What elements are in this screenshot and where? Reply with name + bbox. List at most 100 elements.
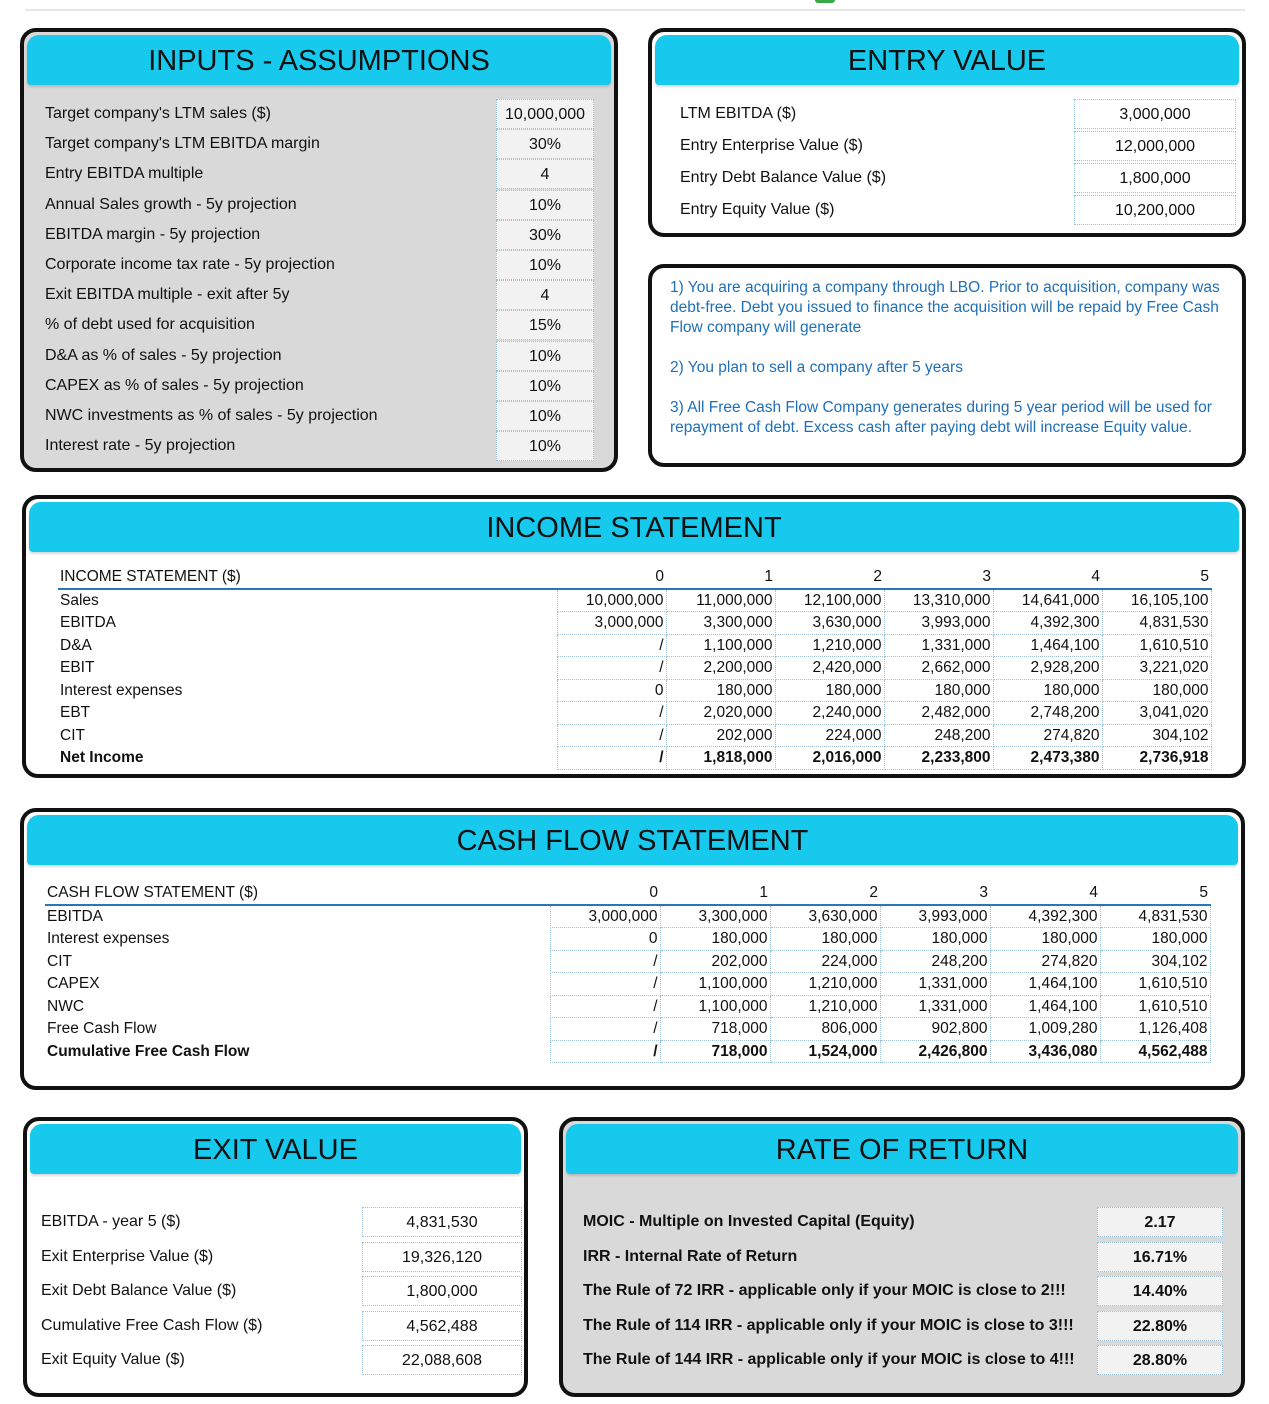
row-label: CAPEX [47,975,100,993]
cell-value: 1,464,100 [989,972,1101,996]
row-value[interactable]: 2.17 [1097,1207,1223,1237]
cell-value: 180,000 [1099,927,1211,951]
row-label: Free Cash Flow [47,1020,157,1038]
cashflow-title: CASH FLOW STATEMENT [27,815,1238,865]
cell-value: 202,000 [665,724,776,747]
rate-row: MOIC - Multiple on Invested Capital (Equ… [583,1207,1241,1237]
table-row: EBIT /2,200,000 2,420,000 2,662,000 2,928,20… [58,656,1212,680]
note-item: 1) You are acquiring a company through L… [670,279,1220,336]
exit-row: Exit Debt Balance Value ($) 1,800,000 [41,1276,524,1307]
cash-flow-panel: CASH FLOW STATEMENT CASH FLOW STATEMENT … [20,808,1245,1090]
table-row: CIT /202,000 224,000 248,200 274,820 304,102 [58,724,1212,747]
row-label: Exit Debt Balance Value ($) [41,1282,237,1300]
row-value[interactable]: 10% [496,401,594,431]
row-label: Interest rate - 5y projection [45,437,236,455]
inputs-row: CAPEX as % of sales - 5y projection 10% [45,370,614,401]
cell-value: 3,000,000 [556,611,667,635]
row-value[interactable]: 14.40% [1097,1276,1223,1307]
year-header: 5 [1100,882,1210,906]
table-row: NWC /1,100,000 1,210,000 1,331,000 1,464,100… [45,995,1211,1018]
rate-row: The Rule of 72 IRR - applicable only if … [583,1276,1241,1307]
cell-value: 1,331,000 [883,634,994,657]
row-value[interactable]: 10,000,000 [496,99,594,129]
cell-value: 2,240,000 [774,701,885,725]
row-value[interactable]: 12,000,000 [1074,131,1236,161]
cell-value: 806,000 [769,1017,881,1041]
table-row: Interest expenses 0 180,000 180,000 180,000 1… [58,679,1212,702]
cell-value: 2,736,918 [1101,746,1212,770]
row-value[interactable]: 30% [496,219,594,250]
year-header: 0 [550,882,660,906]
notes-panel: 1) You are acquiring a company through L… [648,264,1246,467]
cell-value: 4,392,300 [992,611,1103,635]
inputs-row: NWC investments as % of sales - 5y proje… [45,401,614,431]
cell-value: 2,928,200 [992,656,1103,680]
row-label: Entry Debt Balance Value ($) [680,169,887,186]
row-label: The Rule of 144 IRR - applicable only if… [583,1351,1075,1369]
row-label: LTM EBITDA ($) [680,105,797,122]
row-label: MOIC - Multiple on Invested Capital (Equ… [583,1213,915,1230]
cell-value: 180,000 [665,679,776,702]
table-row: Interest expenses 0 180,000 180,000 180,000 1… [45,927,1211,951]
cell-value: 1,100,000 [659,995,771,1018]
cell-value: 224,000 [774,724,885,747]
income-title: INCOME STATEMENT [29,502,1239,552]
row-label: CAPEX as % of sales - 5y projection [45,376,304,394]
note-item: 3) All Free Cash Flow Company generates … [670,399,1212,436]
row-value[interactable]: 15% [496,310,594,341]
cell-value: 180,000 [883,679,994,702]
cell-value: / [556,746,667,770]
row-label: Target company's LTM sales ($) [45,105,271,122]
row-value[interactable]: 1,800,000 [362,1276,522,1307]
row-label: Net Income [60,749,144,767]
cell-value: 3,300,000 [659,904,771,928]
row-value[interactable]: 4 [496,280,594,311]
row-value[interactable]: 10,200,000 [1074,195,1236,225]
row-label: EBITDA [47,908,103,925]
row-label: EBITDA - year 5 ($) [41,1213,181,1230]
cell-value: 180,000 [659,927,771,951]
row-value[interactable]: 10% [496,370,594,401]
row-value[interactable]: 10% [496,431,594,462]
row-value[interactable]: 1,800,000 [1074,163,1236,193]
row-value[interactable]: 19,326,120 [362,1241,522,1272]
cell-value: 304,102 [1099,950,1211,973]
cell-value: 2,662,000 [883,656,994,680]
inputs-row: D&A as % of sales - 5y projection 10% [45,340,614,371]
exit-title: EXIT VALUE [30,1124,521,1174]
exit-row: Exit Equity Value ($) 22,088,608 [41,1345,524,1376]
row-value[interactable]: 10% [496,189,594,220]
row-value[interactable]: 3,000,000 [1074,99,1236,129]
row-value[interactable]: 4,831,530 [362,1207,522,1237]
rate-row: The Rule of 114 IRR - applicable only if… [583,1310,1241,1341]
row-value[interactable]: 4 [496,159,594,190]
row-label: Entry EBITDA multiple [45,165,204,183]
cell-value: 1,210,000 [769,972,881,996]
row-value[interactable]: 30% [496,129,594,160]
cell-value: 1,524,000 [769,1040,881,1063]
row-value[interactable]: 22.80% [1097,1310,1223,1341]
cell-value: 1,818,000 [665,746,776,770]
cell-value: 718,000 [659,1040,771,1063]
cell-value: 3,000,000 [549,904,661,928]
row-label: EBT [60,704,91,722]
table-row: CIT /202,000 224,000 248,200 274,820 304,102 [45,950,1211,973]
row-value[interactable]: 10% [496,340,594,371]
year-header: 4 [993,566,1102,590]
table-row: CAPEX /1,100,000 1,210,000 1,331,000 1,464,1… [45,972,1211,996]
row-value[interactable]: 4,562,488 [362,1310,522,1341]
cell-value: 3,993,000 [879,904,991,928]
cell-value: 2,200,000 [665,656,776,680]
notes-text: 1) You are acquiring a company through L… [670,278,1228,458]
inputs-row: Exit EBITDA multiple - exit after 5y 4 [45,280,614,311]
year-header: 0 [557,566,666,590]
row-value[interactable]: 10% [496,250,594,280]
cell-value: 202,000 [659,950,771,973]
row-label: NWC investments as % of sales - 5y proje… [45,407,378,424]
table-row: Cumulative Free Cash Flow /718,000 1,524,0… [45,1040,1211,1063]
row-value[interactable]: 28.80% [1097,1345,1223,1376]
row-value[interactable]: 22,088,608 [362,1345,522,1376]
top-divider [25,9,1245,11]
cell-value: 3,993,000 [883,611,994,635]
row-value[interactable]: 16.71% [1097,1241,1223,1272]
